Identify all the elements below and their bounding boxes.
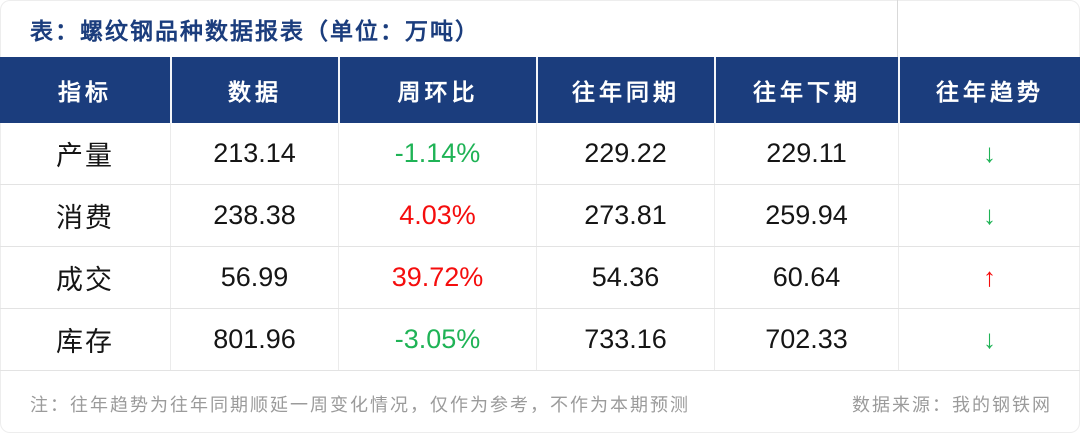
trend-down-arrow-icon: ↓: [898, 185, 1080, 246]
title-spacer: [898, 0, 1080, 57]
table-row-production: 产量 213.14 -1.14% 229.22 229.11 ↓: [0, 123, 1080, 185]
prev-same-value: 273.81: [536, 185, 714, 246]
prev-next-value: 702.33: [714, 309, 898, 370]
page-title: 表：螺纹钢品种数据报表（单位：万吨）: [30, 18, 480, 44]
data-value: 213.14: [170, 123, 338, 184]
prev-next-value: 259.94: [714, 185, 898, 246]
trend-down-arrow-icon: ↓: [898, 123, 1080, 184]
title-row: 表：螺纹钢品种数据报表（单位：万吨）: [0, 0, 1080, 57]
column-header-data: 数据: [170, 57, 338, 123]
table-row-transactions: 成交 56.99 39.72% 54.36 60.64 ↑: [0, 247, 1080, 309]
column-header-indicator: 指标: [0, 57, 170, 123]
prev-next-value: 229.11: [714, 123, 898, 184]
column-header-wow: 周环比: [338, 57, 536, 123]
wow-value: 4.03%: [338, 185, 536, 246]
data-value: 56.99: [170, 247, 338, 308]
wow-value: -3.05%: [338, 309, 536, 370]
indicator-label: 成交: [56, 265, 114, 295]
prev-same-value: 229.22: [536, 123, 714, 184]
prev-next-value: 60.64: [714, 247, 898, 308]
column-header-prev-trend: 往年趋势: [898, 57, 1080, 123]
footer: 注：往年趋势为往年同期顺延一周变化情况，仅作为参考，不作为本期预测 数据来源：我…: [0, 371, 1080, 433]
table-row-inventory: 库存 801.96 -3.05% 733.16 702.33 ↓: [0, 309, 1080, 371]
trend-down-arrow-icon: ↓: [898, 309, 1080, 370]
prev-same-value: 733.16: [536, 309, 714, 370]
wow-value: -1.14%: [338, 123, 536, 184]
wow-value: 39.72%: [338, 247, 536, 308]
title-cell: 表：螺纹钢品种数据报表（单位：万吨）: [0, 0, 898, 57]
column-header-prev-next: 往年下期: [714, 57, 898, 123]
footnote: 注：往年趋势为往年同期顺延一周变化情况，仅作为参考，不作为本期预测: [30, 395, 690, 415]
data-value: 238.38: [170, 185, 338, 246]
prev-same-value: 54.36: [536, 247, 714, 308]
indicator-label: 库存: [56, 327, 114, 357]
indicator-label: 消费: [56, 203, 114, 233]
column-header-prev-same: 往年同期: [536, 57, 714, 123]
table-header-row: 指标 数据 周环比 往年同期 往年下期 往年趋势: [0, 57, 1080, 123]
data-value: 801.96: [170, 309, 338, 370]
indicator-label: 产量: [56, 141, 114, 171]
trend-up-arrow-icon: ↑: [898, 247, 1080, 308]
data-source: 数据来源：我的钢铁网: [852, 395, 1052, 415]
table-row-consumption: 消费 238.38 4.03% 273.81 259.94 ↓: [0, 185, 1080, 247]
